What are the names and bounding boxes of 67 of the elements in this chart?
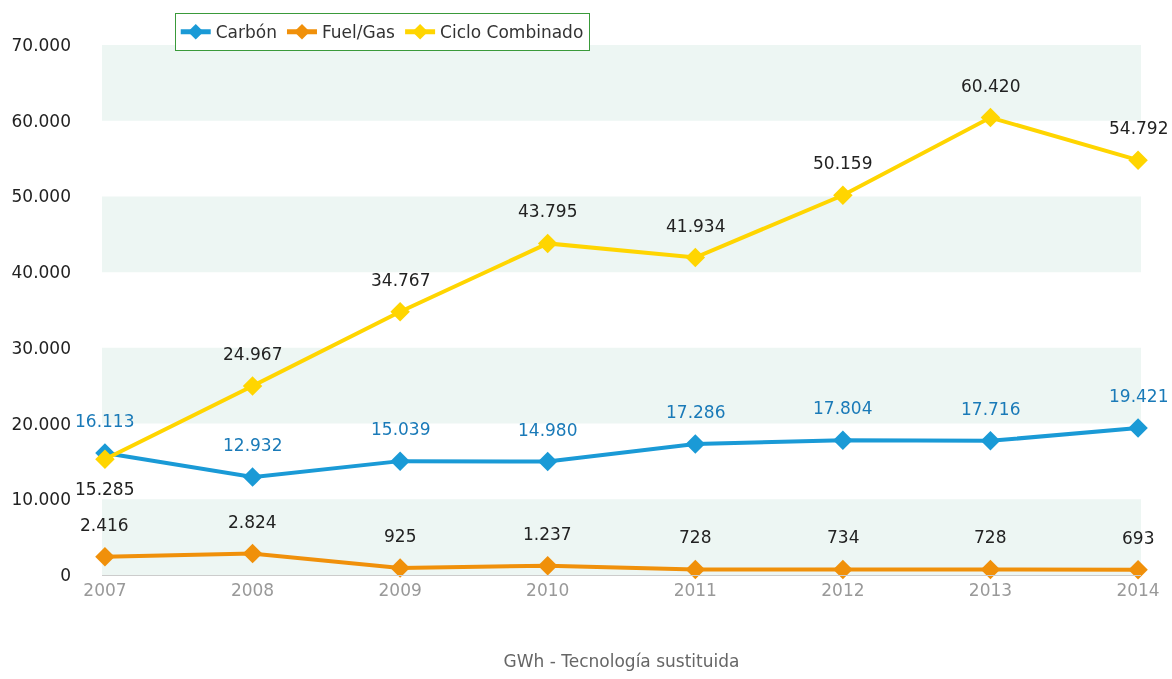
y-tick-label: 40.000 [11,262,71,283]
x-tick-label: 2014 [1116,580,1160,601]
x-tick-label: 2012 [821,580,865,601]
x-tick-label: 2009 [378,580,422,601]
data-label: 17.804 [813,398,873,418]
y-tick-label: 20.000 [11,413,71,434]
point [242,467,263,487]
x-tick-label: 2008 [230,580,275,601]
legend-label: Fuel/Gas [321,22,396,43]
point [537,233,558,254]
x-axis-title: GWh - Tecnología sustituida [503,650,740,671]
point [242,376,263,396]
data-label: 15.285 [75,479,135,499]
point [685,559,706,580]
x-tick-label: 2011 [673,580,717,601]
point [95,449,115,470]
data-label: 925 [384,526,417,546]
x-tick-label: 2010 [526,580,570,601]
point [685,247,706,268]
data-label: 12.932 [223,435,283,455]
data-label: 728 [974,527,1007,547]
point [1128,560,1148,580]
y-tick-label: 0 [60,564,71,585]
legend-label: Carbón [215,22,277,43]
point [833,185,853,205]
point [390,302,410,322]
point [833,559,853,580]
data-label: 2.416 [80,515,129,535]
data-label: 19.421 [1109,386,1169,406]
point [537,555,558,576]
data-label: 54.792 [1109,118,1169,138]
y-tick-label: 30.000 [11,337,71,358]
data-label: 60.420 [961,76,1021,96]
point [537,451,558,472]
point [685,434,706,454]
data-label: 50.159 [813,153,873,173]
data-label: 24.967 [223,344,283,364]
point [980,107,1001,128]
data-label: 15.039 [371,419,431,439]
data-label: 16.113 [75,411,135,431]
data-label: 34.767 [371,270,431,290]
y-tick-label: 60.000 [11,110,71,131]
data-label: 728 [679,527,712,547]
point [242,543,263,564]
y-tick-label: 50.000 [11,186,71,207]
data-label: 1.237 [523,524,572,544]
y-tick-label: 10.000 [11,489,71,510]
point [1128,150,1148,170]
point [980,431,1001,451]
data-label: 17.286 [666,402,726,422]
legend-label: Ciclo Combinado [440,22,584,43]
data-label: 41.934 [666,216,726,236]
data-label: 14.980 [518,420,578,440]
point [833,430,853,450]
data-label: 734 [827,527,860,547]
data-label: 693 [1122,528,1155,548]
data-label: 17.716 [961,399,1021,419]
point [390,558,410,578]
y-tick-label: 70.000 [11,34,71,55]
data-label: 43.795 [518,201,578,221]
point [980,559,1001,580]
x-tick-label: 2007 [83,580,127,601]
data-label: 2.824 [228,512,277,532]
point [390,451,410,471]
x-tick-label: 2013 [968,580,1013,601]
point [95,546,115,567]
point [1128,418,1148,438]
